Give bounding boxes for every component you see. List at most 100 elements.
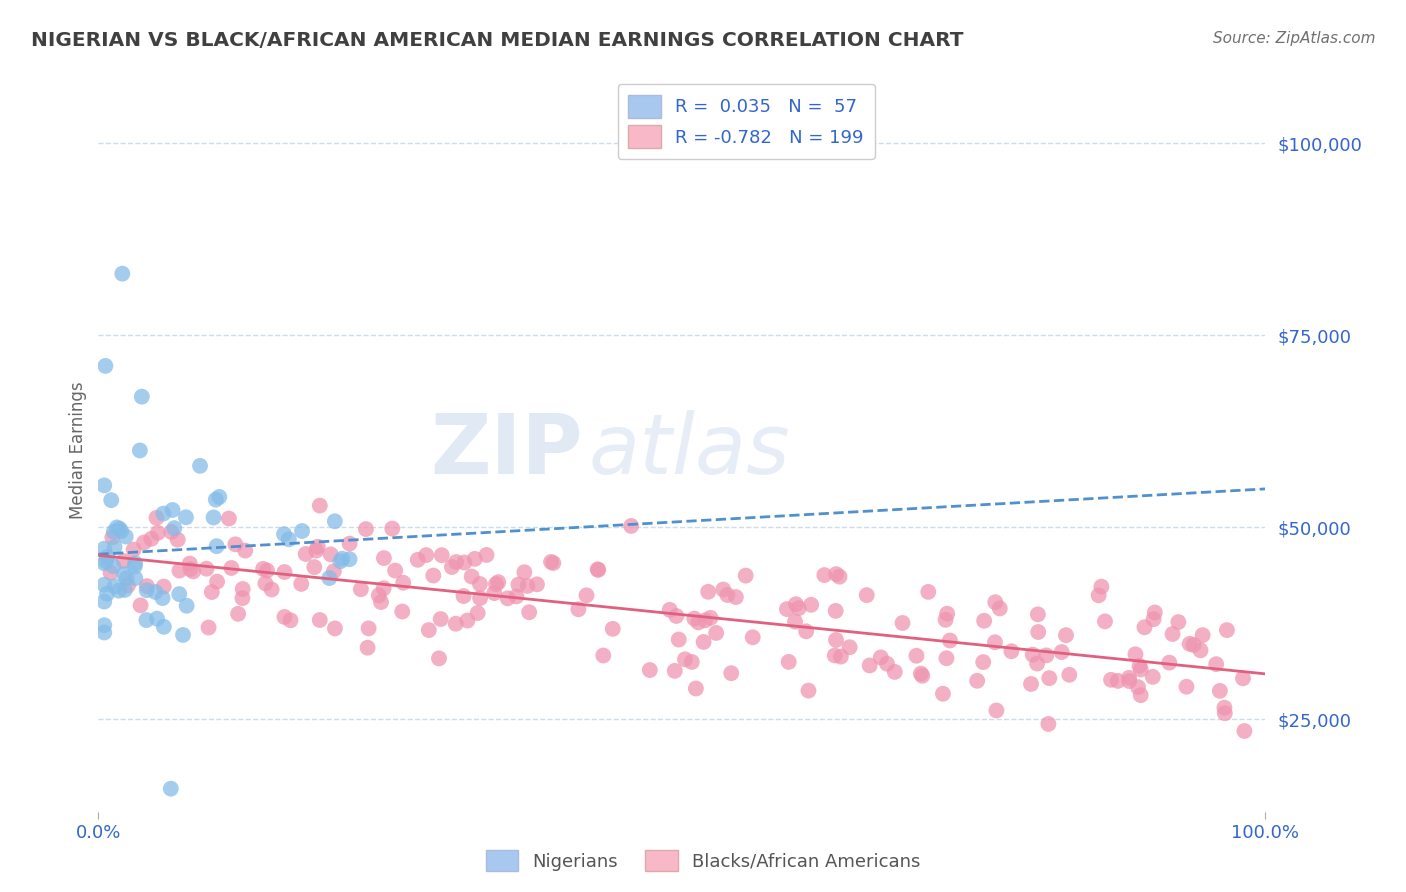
Point xyxy=(1090,580,1112,594)
Point xyxy=(1205,657,1227,672)
Point xyxy=(93,541,115,556)
Point xyxy=(986,703,1008,717)
Point xyxy=(1182,638,1205,652)
Point xyxy=(319,548,342,562)
Point xyxy=(208,490,231,504)
Point xyxy=(460,569,482,583)
Point xyxy=(356,640,378,655)
Point xyxy=(685,681,707,696)
Point xyxy=(169,564,191,578)
Legend: Nigerians, Blacks/African Americans: Nigerians, Blacks/African Americans xyxy=(478,843,928,879)
Point xyxy=(129,599,152,613)
Point xyxy=(93,478,115,492)
Point xyxy=(891,615,914,630)
Point xyxy=(100,566,122,580)
Point xyxy=(202,510,225,524)
Point xyxy=(688,615,710,630)
Point xyxy=(152,591,174,605)
Point xyxy=(1216,623,1239,637)
Point xyxy=(797,683,820,698)
Point xyxy=(384,564,406,578)
Point xyxy=(869,650,891,665)
Point xyxy=(201,585,224,599)
Point xyxy=(373,582,395,596)
Point xyxy=(1026,657,1049,671)
Point xyxy=(146,525,169,540)
Point xyxy=(93,618,115,632)
Point xyxy=(103,559,125,574)
Point xyxy=(430,548,453,562)
Text: NIGERIAN VS BLACK/AFRICAN AMERICAN MEDIAN EARNINGS CORRELATION CHART: NIGERIAN VS BLACK/AFRICAN AMERICAN MEDIA… xyxy=(31,31,963,50)
Point xyxy=(308,499,330,513)
Point xyxy=(785,597,807,611)
Point xyxy=(422,568,444,582)
Point xyxy=(456,614,478,628)
Point xyxy=(1167,615,1189,629)
Text: atlas: atlas xyxy=(589,410,790,491)
Point xyxy=(153,620,176,634)
Point xyxy=(1142,670,1164,684)
Point xyxy=(859,658,882,673)
Point xyxy=(354,522,377,536)
Point xyxy=(697,584,720,599)
Point xyxy=(135,579,157,593)
Point xyxy=(699,611,721,625)
Point xyxy=(96,587,118,601)
Point xyxy=(108,522,131,536)
Point xyxy=(93,625,115,640)
Point xyxy=(543,556,565,570)
Point xyxy=(794,624,817,639)
Point xyxy=(741,630,763,644)
Point xyxy=(174,510,197,524)
Point xyxy=(1128,658,1150,673)
Point xyxy=(468,577,491,591)
Point xyxy=(392,575,415,590)
Point xyxy=(323,514,346,528)
Point xyxy=(350,582,373,597)
Point xyxy=(304,560,326,574)
Point xyxy=(1213,700,1236,714)
Point xyxy=(1026,625,1049,640)
Point xyxy=(322,565,344,579)
Point xyxy=(291,524,314,538)
Point xyxy=(783,615,806,629)
Point xyxy=(280,613,302,627)
Point xyxy=(94,554,117,568)
Point xyxy=(172,628,194,642)
Point xyxy=(141,532,163,546)
Point xyxy=(1189,643,1212,657)
Point xyxy=(453,589,475,603)
Point xyxy=(575,588,598,602)
Point xyxy=(911,669,934,683)
Point xyxy=(373,551,395,566)
Point xyxy=(602,622,624,636)
Point xyxy=(370,595,392,609)
Point xyxy=(910,666,932,681)
Point xyxy=(94,359,117,373)
Point xyxy=(307,540,329,554)
Point xyxy=(824,648,846,663)
Point xyxy=(692,635,714,649)
Point xyxy=(1035,648,1057,663)
Point xyxy=(720,666,742,681)
Point xyxy=(485,577,508,591)
Point xyxy=(128,443,150,458)
Point xyxy=(124,556,146,570)
Point xyxy=(305,543,328,558)
Point xyxy=(972,655,994,669)
Point xyxy=(221,561,243,575)
Point xyxy=(825,632,848,647)
Y-axis label: Median Earnings: Median Earnings xyxy=(69,382,87,519)
Point xyxy=(620,519,643,533)
Point xyxy=(415,548,437,562)
Point xyxy=(1191,628,1213,642)
Point xyxy=(1129,688,1152,702)
Point xyxy=(1209,684,1232,698)
Point xyxy=(330,551,353,566)
Point xyxy=(107,583,129,598)
Point xyxy=(179,562,201,576)
Point xyxy=(273,610,295,624)
Point xyxy=(824,604,846,618)
Point xyxy=(444,555,467,569)
Point xyxy=(260,582,283,597)
